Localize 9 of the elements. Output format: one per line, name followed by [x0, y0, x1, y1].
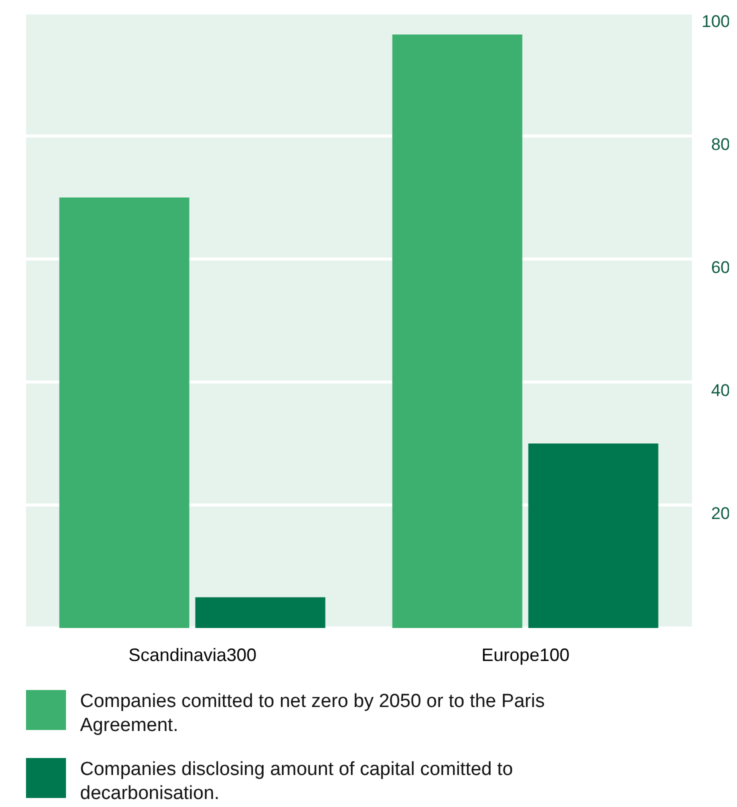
- legend-label: Companies comitted to net zero by 2050 or to the Paris Agreement.: [80, 690, 546, 738]
- y-tick-label: 100: [702, 12, 730, 31]
- x-tick-label: Scandinavia300: [128, 644, 257, 665]
- y-tick-label: 60: [711, 258, 730, 277]
- y-tick-label: 40: [711, 381, 730, 400]
- legend-label: Companies disclosing amount of capital comitted to decarbonisation.: [80, 758, 514, 806]
- y-tick-label: 20: [711, 504, 730, 523]
- y-tick-label: 80: [711, 135, 730, 154]
- x-tick-label: Europe100: [481, 644, 570, 665]
